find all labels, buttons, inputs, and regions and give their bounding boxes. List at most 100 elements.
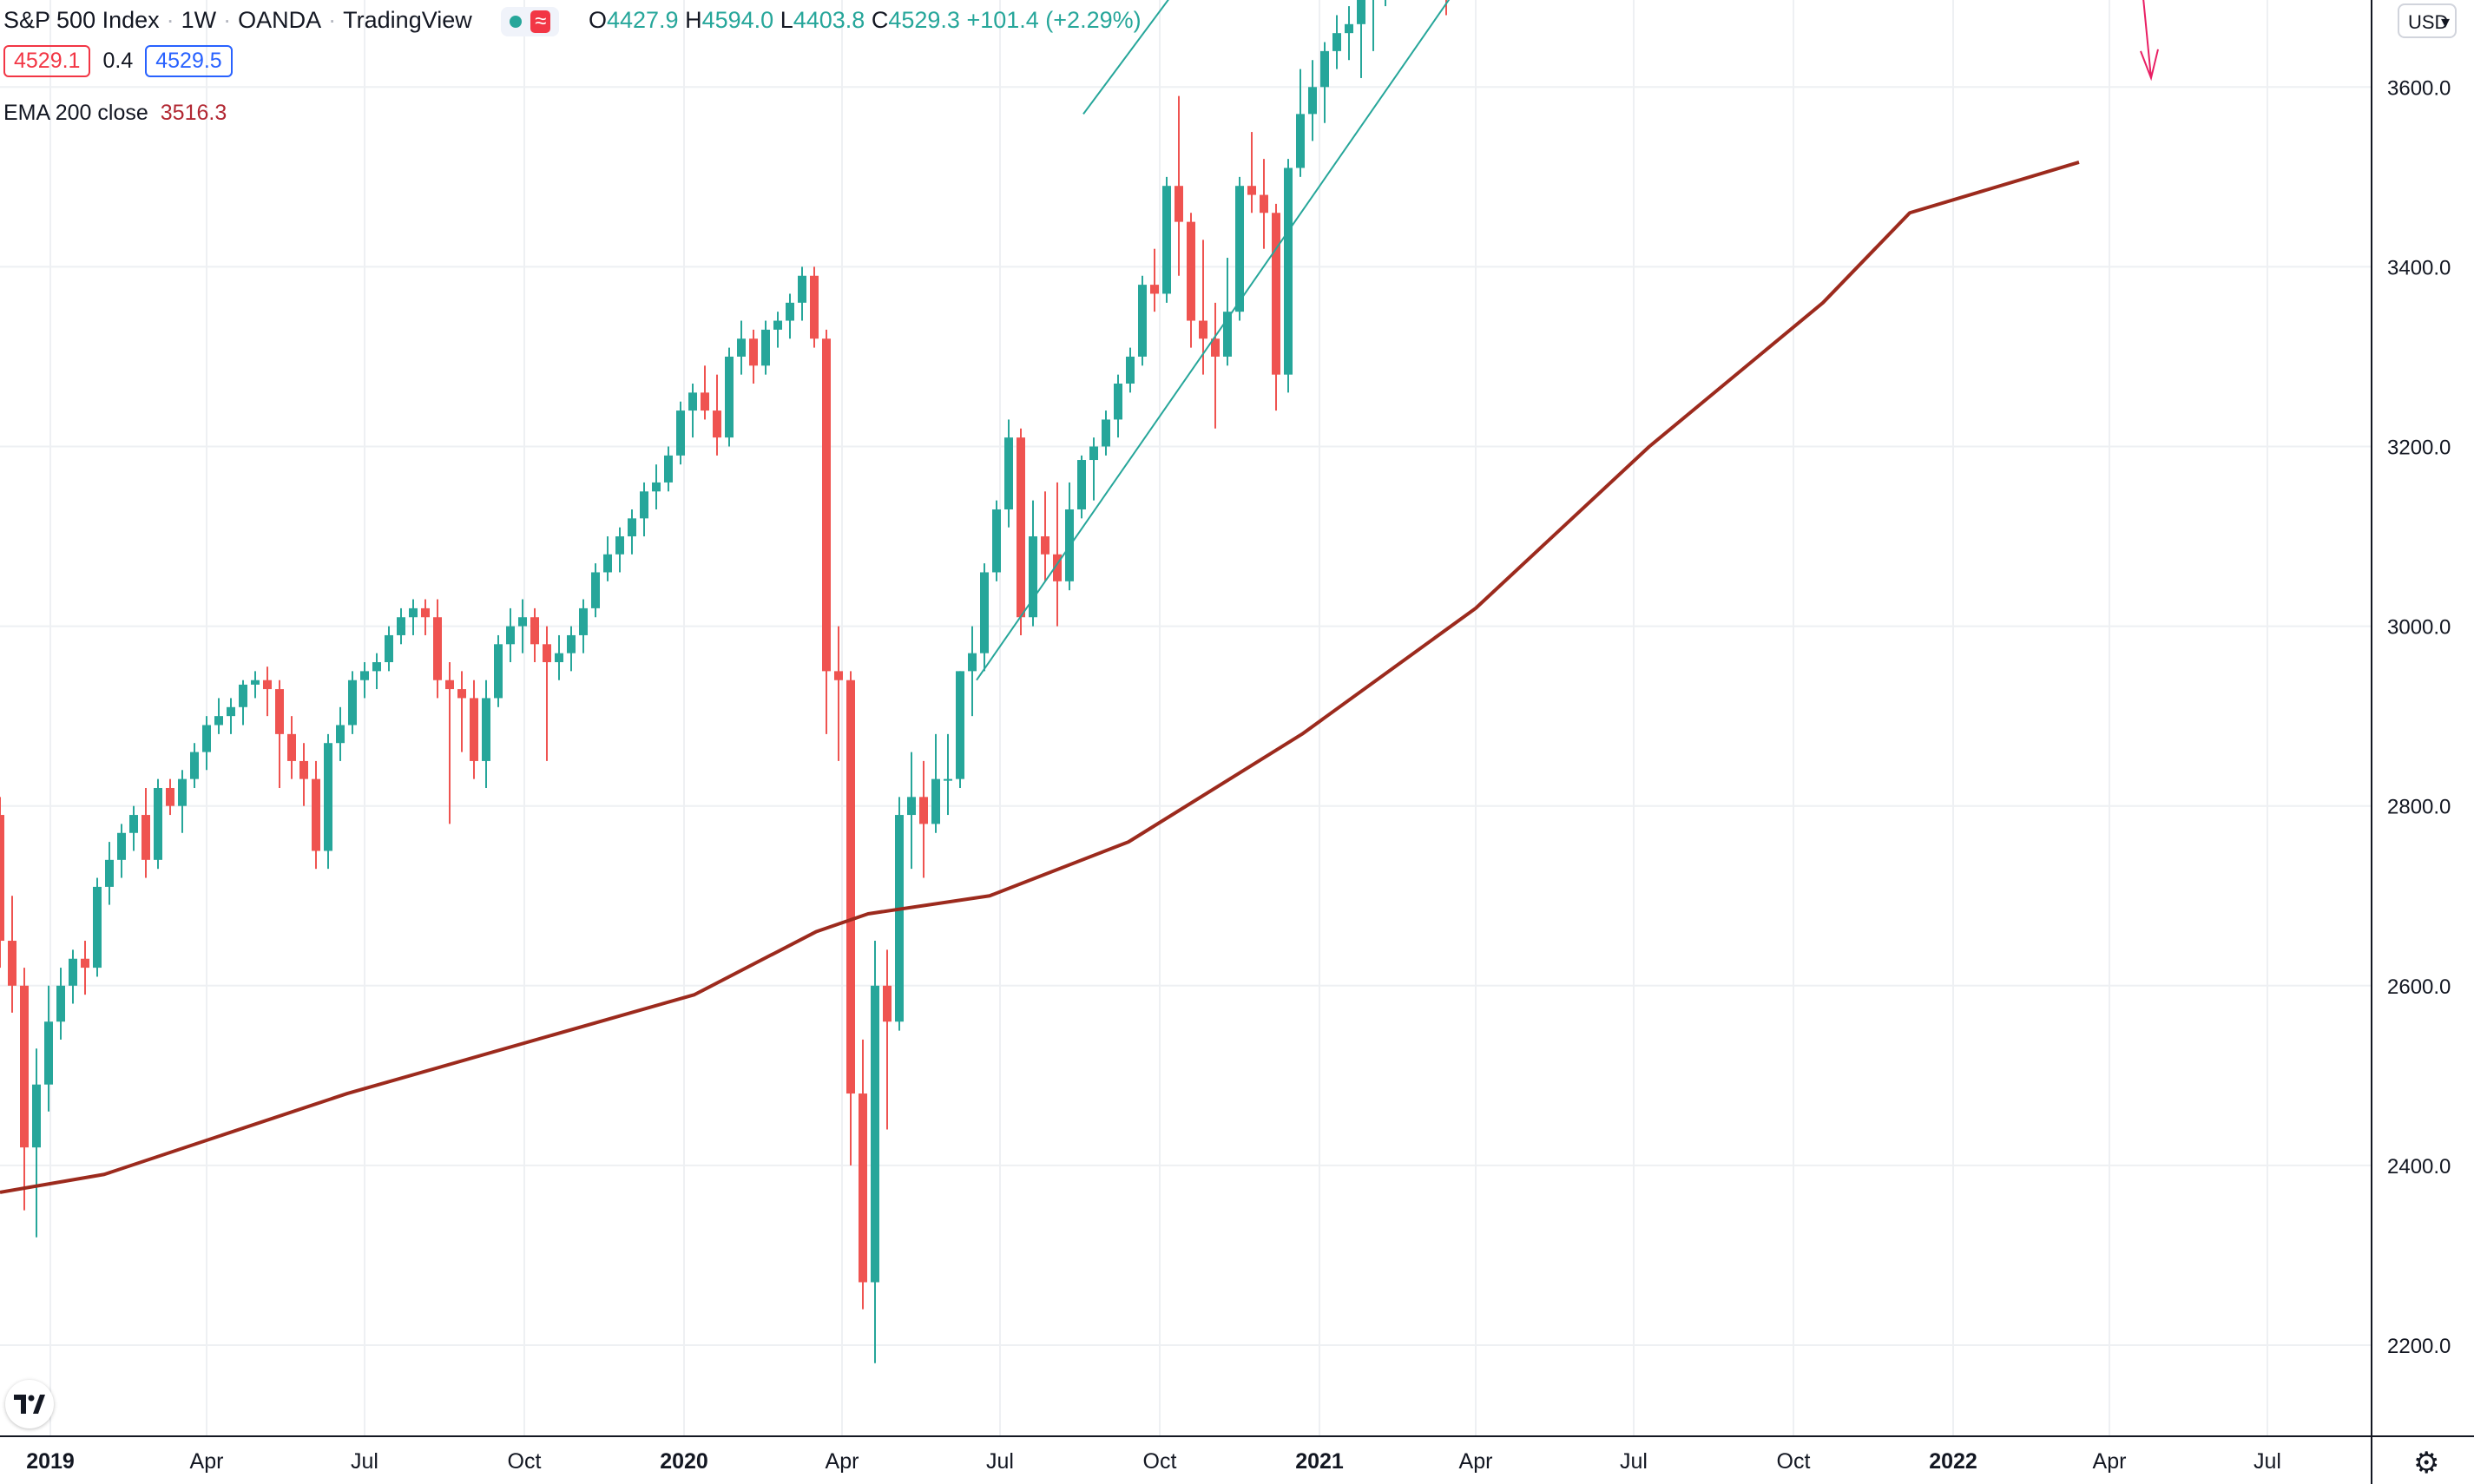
x-tick-label: 2022 xyxy=(1929,1449,1977,1474)
candle-body xyxy=(1162,186,1171,294)
candle-body xyxy=(1272,213,1280,375)
candle-body xyxy=(968,653,977,672)
candle-body xyxy=(324,743,332,851)
candle-body xyxy=(931,778,940,824)
platform: TradingView xyxy=(343,7,472,33)
candle-body xyxy=(555,653,563,663)
candle-body xyxy=(227,706,235,717)
candle-body xyxy=(506,626,515,645)
symbol-name[interactable]: S&P 500 Index xyxy=(3,7,160,33)
candle-body xyxy=(944,778,952,781)
candle-body xyxy=(287,733,296,761)
candle-body xyxy=(591,572,600,608)
candle-body xyxy=(664,455,673,483)
candle-body xyxy=(579,607,588,635)
candle-body xyxy=(640,491,648,519)
candle-body xyxy=(725,356,734,438)
ask-price-button[interactable]: 4529.5 xyxy=(145,45,233,77)
candle-body xyxy=(8,941,16,986)
channel-lower-line xyxy=(976,0,1451,681)
candle-body xyxy=(433,617,442,680)
candle-body xyxy=(1017,437,1025,618)
candle-body xyxy=(1357,0,1365,24)
y-tick-label: 3000.0 xyxy=(2387,616,2451,640)
interval[interactable]: 1W xyxy=(181,7,217,33)
candle-body xyxy=(1199,320,1207,339)
y-tick-label: 3600.0 xyxy=(2387,76,2451,100)
candle-body xyxy=(1296,114,1305,168)
ema-label: EMA 200 close xyxy=(3,101,148,125)
candle-body xyxy=(1114,384,1122,420)
candle-body xyxy=(834,671,843,680)
candle-body xyxy=(1138,285,1147,357)
candle-body xyxy=(154,787,162,860)
candle-body xyxy=(275,689,284,734)
candle-body xyxy=(652,482,661,492)
candle-body xyxy=(1041,536,1049,555)
currency-dropdown[interactable]: USD xyxy=(2398,3,2457,40)
market-status[interactable]: ≈ xyxy=(501,6,560,36)
settings-gear-icon[interactable]: ⚙ xyxy=(2413,1447,2440,1480)
x-tick-label: Oct xyxy=(1777,1449,1811,1474)
candle-body xyxy=(1150,285,1159,294)
candle-body xyxy=(1053,554,1062,581)
candle-body xyxy=(786,302,794,321)
candle-body xyxy=(93,886,102,969)
candle-body xyxy=(846,680,855,1094)
candle-body xyxy=(688,392,697,411)
status-dot-icon xyxy=(510,15,523,28)
candle-body xyxy=(166,787,174,806)
x-tick-label: Jul xyxy=(2254,1449,2281,1474)
candle-body xyxy=(141,815,150,860)
candle-body xyxy=(312,778,320,851)
candle-body xyxy=(761,329,770,366)
candle-body xyxy=(44,1021,53,1085)
candle-body xyxy=(117,832,126,860)
candle-body xyxy=(1345,23,1353,34)
candle-body xyxy=(676,410,685,456)
candle-body xyxy=(372,662,381,672)
candle-body xyxy=(1223,312,1232,357)
quote-row: 4529.1 0.4 4529.5 xyxy=(3,45,233,77)
candle-body xyxy=(956,671,964,779)
candle-body xyxy=(859,1093,867,1283)
candle-body xyxy=(543,644,551,663)
x-tick-label: Oct xyxy=(1143,1449,1177,1474)
candle-body xyxy=(299,760,308,779)
broker: OANDA xyxy=(238,7,322,33)
candle-body xyxy=(992,509,1001,573)
candle-body xyxy=(445,680,454,690)
candle-body xyxy=(251,680,260,685)
candle-body xyxy=(798,275,806,303)
candle-body xyxy=(749,338,758,366)
ema-indicator-legend[interactable]: EMA 200 close 3516.3 xyxy=(3,101,227,126)
candle-body xyxy=(1174,186,1183,222)
spread-value: 0.4 xyxy=(102,49,134,73)
candle-body xyxy=(822,338,831,672)
target-arrow-head xyxy=(2140,49,2159,82)
y-tick-label: 2800.0 xyxy=(2387,796,2451,819)
candle-body xyxy=(32,1084,41,1148)
tradingview-logo-icon[interactable] xyxy=(5,1380,54,1428)
x-tick-label: Apr xyxy=(2093,1449,2127,1474)
y-tick-label: 2400.0 xyxy=(2387,1155,2451,1179)
y-tick-label: 2200.0 xyxy=(2387,1335,2451,1358)
y-tick-label: 3400.0 xyxy=(2387,256,2451,279)
candle-body xyxy=(701,392,709,411)
y-tick-label: 2600.0 xyxy=(2387,975,2451,999)
candle-body xyxy=(360,671,369,680)
y-tick-label: 3200.0 xyxy=(2387,437,2451,460)
x-tick-label: 2019 xyxy=(26,1449,75,1474)
candle-body xyxy=(1089,446,1098,461)
candle-body xyxy=(56,985,65,1022)
candle-body xyxy=(105,859,114,887)
candle-body xyxy=(1102,419,1110,447)
candle-body xyxy=(69,958,77,986)
bid-price-button[interactable]: 4529.1 xyxy=(3,45,91,77)
candle-body xyxy=(263,680,272,690)
candle-body xyxy=(129,815,138,833)
candle-body xyxy=(1247,186,1256,195)
candle-body xyxy=(883,985,892,1022)
x-tick-label: Jul xyxy=(1620,1449,1648,1474)
